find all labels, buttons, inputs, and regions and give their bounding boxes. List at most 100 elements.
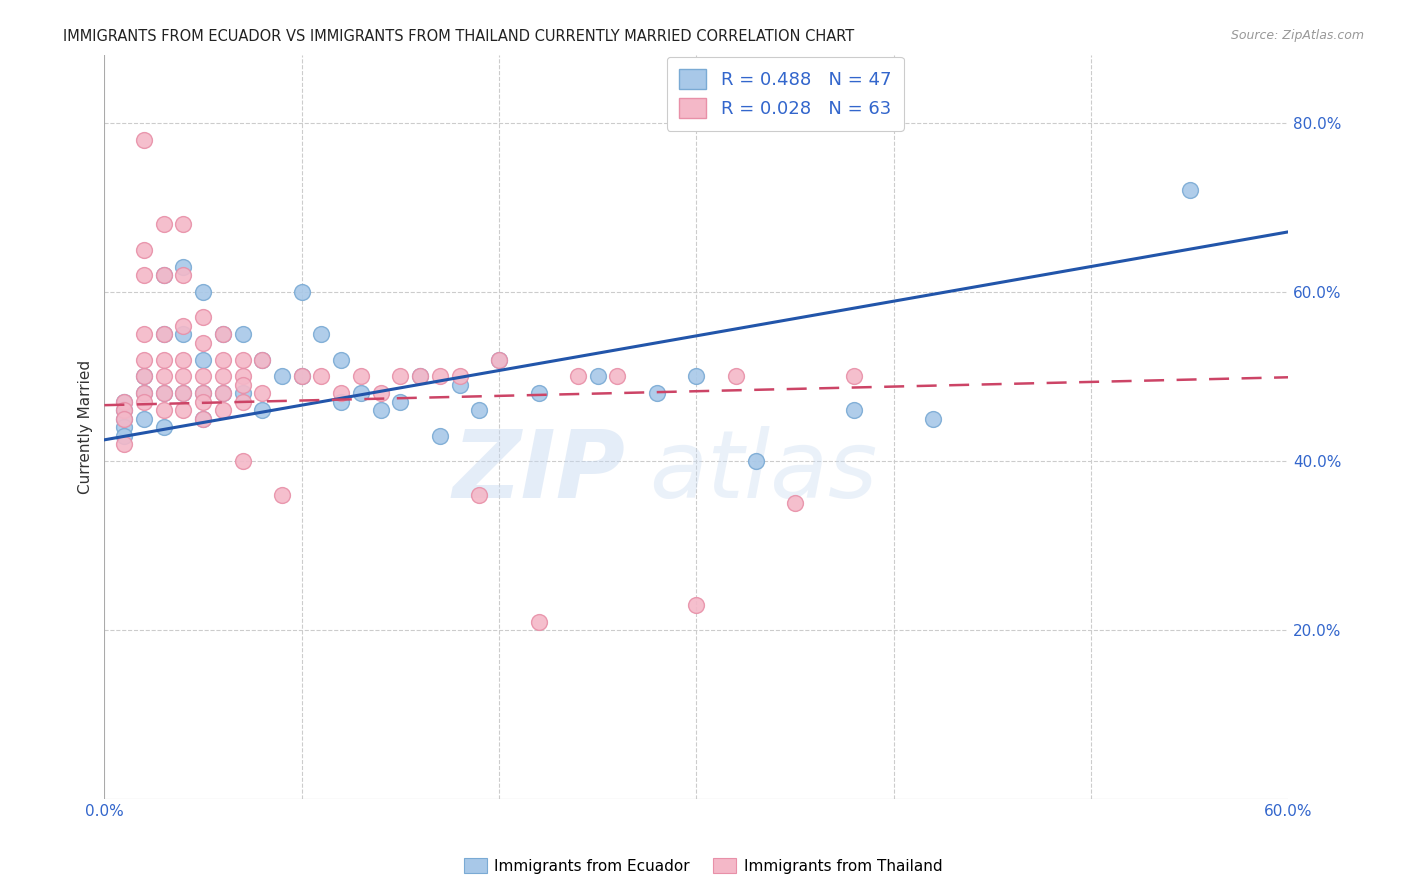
Point bbox=[449, 369, 471, 384]
Point bbox=[252, 352, 274, 367]
Point bbox=[132, 268, 155, 282]
Legend: Immigrants from Ecuador, Immigrants from Thailand: Immigrants from Ecuador, Immigrants from… bbox=[458, 852, 948, 880]
Point bbox=[152, 352, 174, 367]
Point bbox=[527, 615, 550, 629]
Point bbox=[132, 369, 155, 384]
Point bbox=[370, 403, 392, 417]
Point bbox=[330, 394, 353, 409]
Point bbox=[152, 403, 174, 417]
Point bbox=[172, 268, 194, 282]
Point bbox=[191, 285, 214, 299]
Point bbox=[350, 386, 373, 401]
Point bbox=[311, 327, 333, 342]
Point bbox=[132, 327, 155, 342]
Y-axis label: Currently Married: Currently Married bbox=[79, 360, 93, 494]
Point bbox=[429, 369, 451, 384]
Point bbox=[112, 428, 135, 442]
Point bbox=[211, 403, 233, 417]
Point bbox=[132, 369, 155, 384]
Point bbox=[172, 386, 194, 401]
Point bbox=[271, 488, 294, 502]
Point bbox=[429, 428, 451, 442]
Point bbox=[191, 352, 214, 367]
Point bbox=[172, 260, 194, 274]
Point bbox=[271, 369, 294, 384]
Point bbox=[291, 369, 314, 384]
Point bbox=[112, 403, 135, 417]
Point bbox=[567, 369, 589, 384]
Text: atlas: atlas bbox=[650, 426, 877, 517]
Point bbox=[132, 352, 155, 367]
Point bbox=[152, 268, 174, 282]
Point bbox=[132, 243, 155, 257]
Point bbox=[112, 420, 135, 434]
Text: Source: ZipAtlas.com: Source: ZipAtlas.com bbox=[1230, 29, 1364, 42]
Point bbox=[231, 377, 253, 392]
Point bbox=[172, 403, 194, 417]
Point bbox=[389, 394, 412, 409]
Point bbox=[152, 386, 174, 401]
Point bbox=[152, 217, 174, 231]
Point bbox=[409, 369, 432, 384]
Point bbox=[172, 327, 194, 342]
Point bbox=[112, 394, 135, 409]
Point bbox=[152, 369, 174, 384]
Point bbox=[291, 285, 314, 299]
Point bbox=[468, 403, 491, 417]
Point bbox=[468, 488, 491, 502]
Point bbox=[211, 386, 233, 401]
Point bbox=[606, 369, 628, 384]
Point bbox=[152, 386, 174, 401]
Point bbox=[152, 327, 174, 342]
Point bbox=[191, 369, 214, 384]
Point bbox=[191, 335, 214, 350]
Point bbox=[132, 394, 155, 409]
Point bbox=[685, 598, 707, 612]
Point bbox=[191, 310, 214, 325]
Point bbox=[783, 496, 806, 510]
Point bbox=[152, 268, 174, 282]
Point bbox=[112, 411, 135, 425]
Point bbox=[132, 133, 155, 147]
Point bbox=[330, 352, 353, 367]
Point bbox=[112, 394, 135, 409]
Point bbox=[252, 386, 274, 401]
Legend: R = 0.488   N = 47, R = 0.028   N = 63: R = 0.488 N = 47, R = 0.028 N = 63 bbox=[666, 57, 904, 131]
Point bbox=[211, 369, 233, 384]
Point bbox=[488, 352, 510, 367]
Point bbox=[132, 386, 155, 401]
Point bbox=[311, 369, 333, 384]
Text: IMMIGRANTS FROM ECUADOR VS IMMIGRANTS FROM THAILAND CURRENTLY MARRIED CORRELATIO: IMMIGRANTS FROM ECUADOR VS IMMIGRANTS FR… bbox=[63, 29, 855, 44]
Point bbox=[231, 394, 253, 409]
Point bbox=[1178, 183, 1201, 197]
Point bbox=[112, 411, 135, 425]
Point bbox=[172, 217, 194, 231]
Point bbox=[724, 369, 747, 384]
Point bbox=[191, 411, 214, 425]
Point bbox=[370, 386, 392, 401]
Point bbox=[291, 369, 314, 384]
Point bbox=[191, 394, 214, 409]
Point bbox=[191, 411, 214, 425]
Point bbox=[231, 454, 253, 468]
Point bbox=[231, 369, 253, 384]
Point bbox=[132, 411, 155, 425]
Point bbox=[191, 386, 214, 401]
Point bbox=[152, 327, 174, 342]
Point bbox=[389, 369, 412, 384]
Point bbox=[152, 420, 174, 434]
Point bbox=[844, 403, 866, 417]
Point bbox=[211, 327, 233, 342]
Point bbox=[252, 352, 274, 367]
Point bbox=[744, 454, 766, 468]
Point bbox=[172, 318, 194, 333]
Point bbox=[685, 369, 707, 384]
Point bbox=[172, 352, 194, 367]
Point bbox=[172, 369, 194, 384]
Point bbox=[211, 327, 233, 342]
Point bbox=[527, 386, 550, 401]
Point bbox=[252, 403, 274, 417]
Point bbox=[330, 386, 353, 401]
Point bbox=[844, 369, 866, 384]
Point bbox=[172, 386, 194, 401]
